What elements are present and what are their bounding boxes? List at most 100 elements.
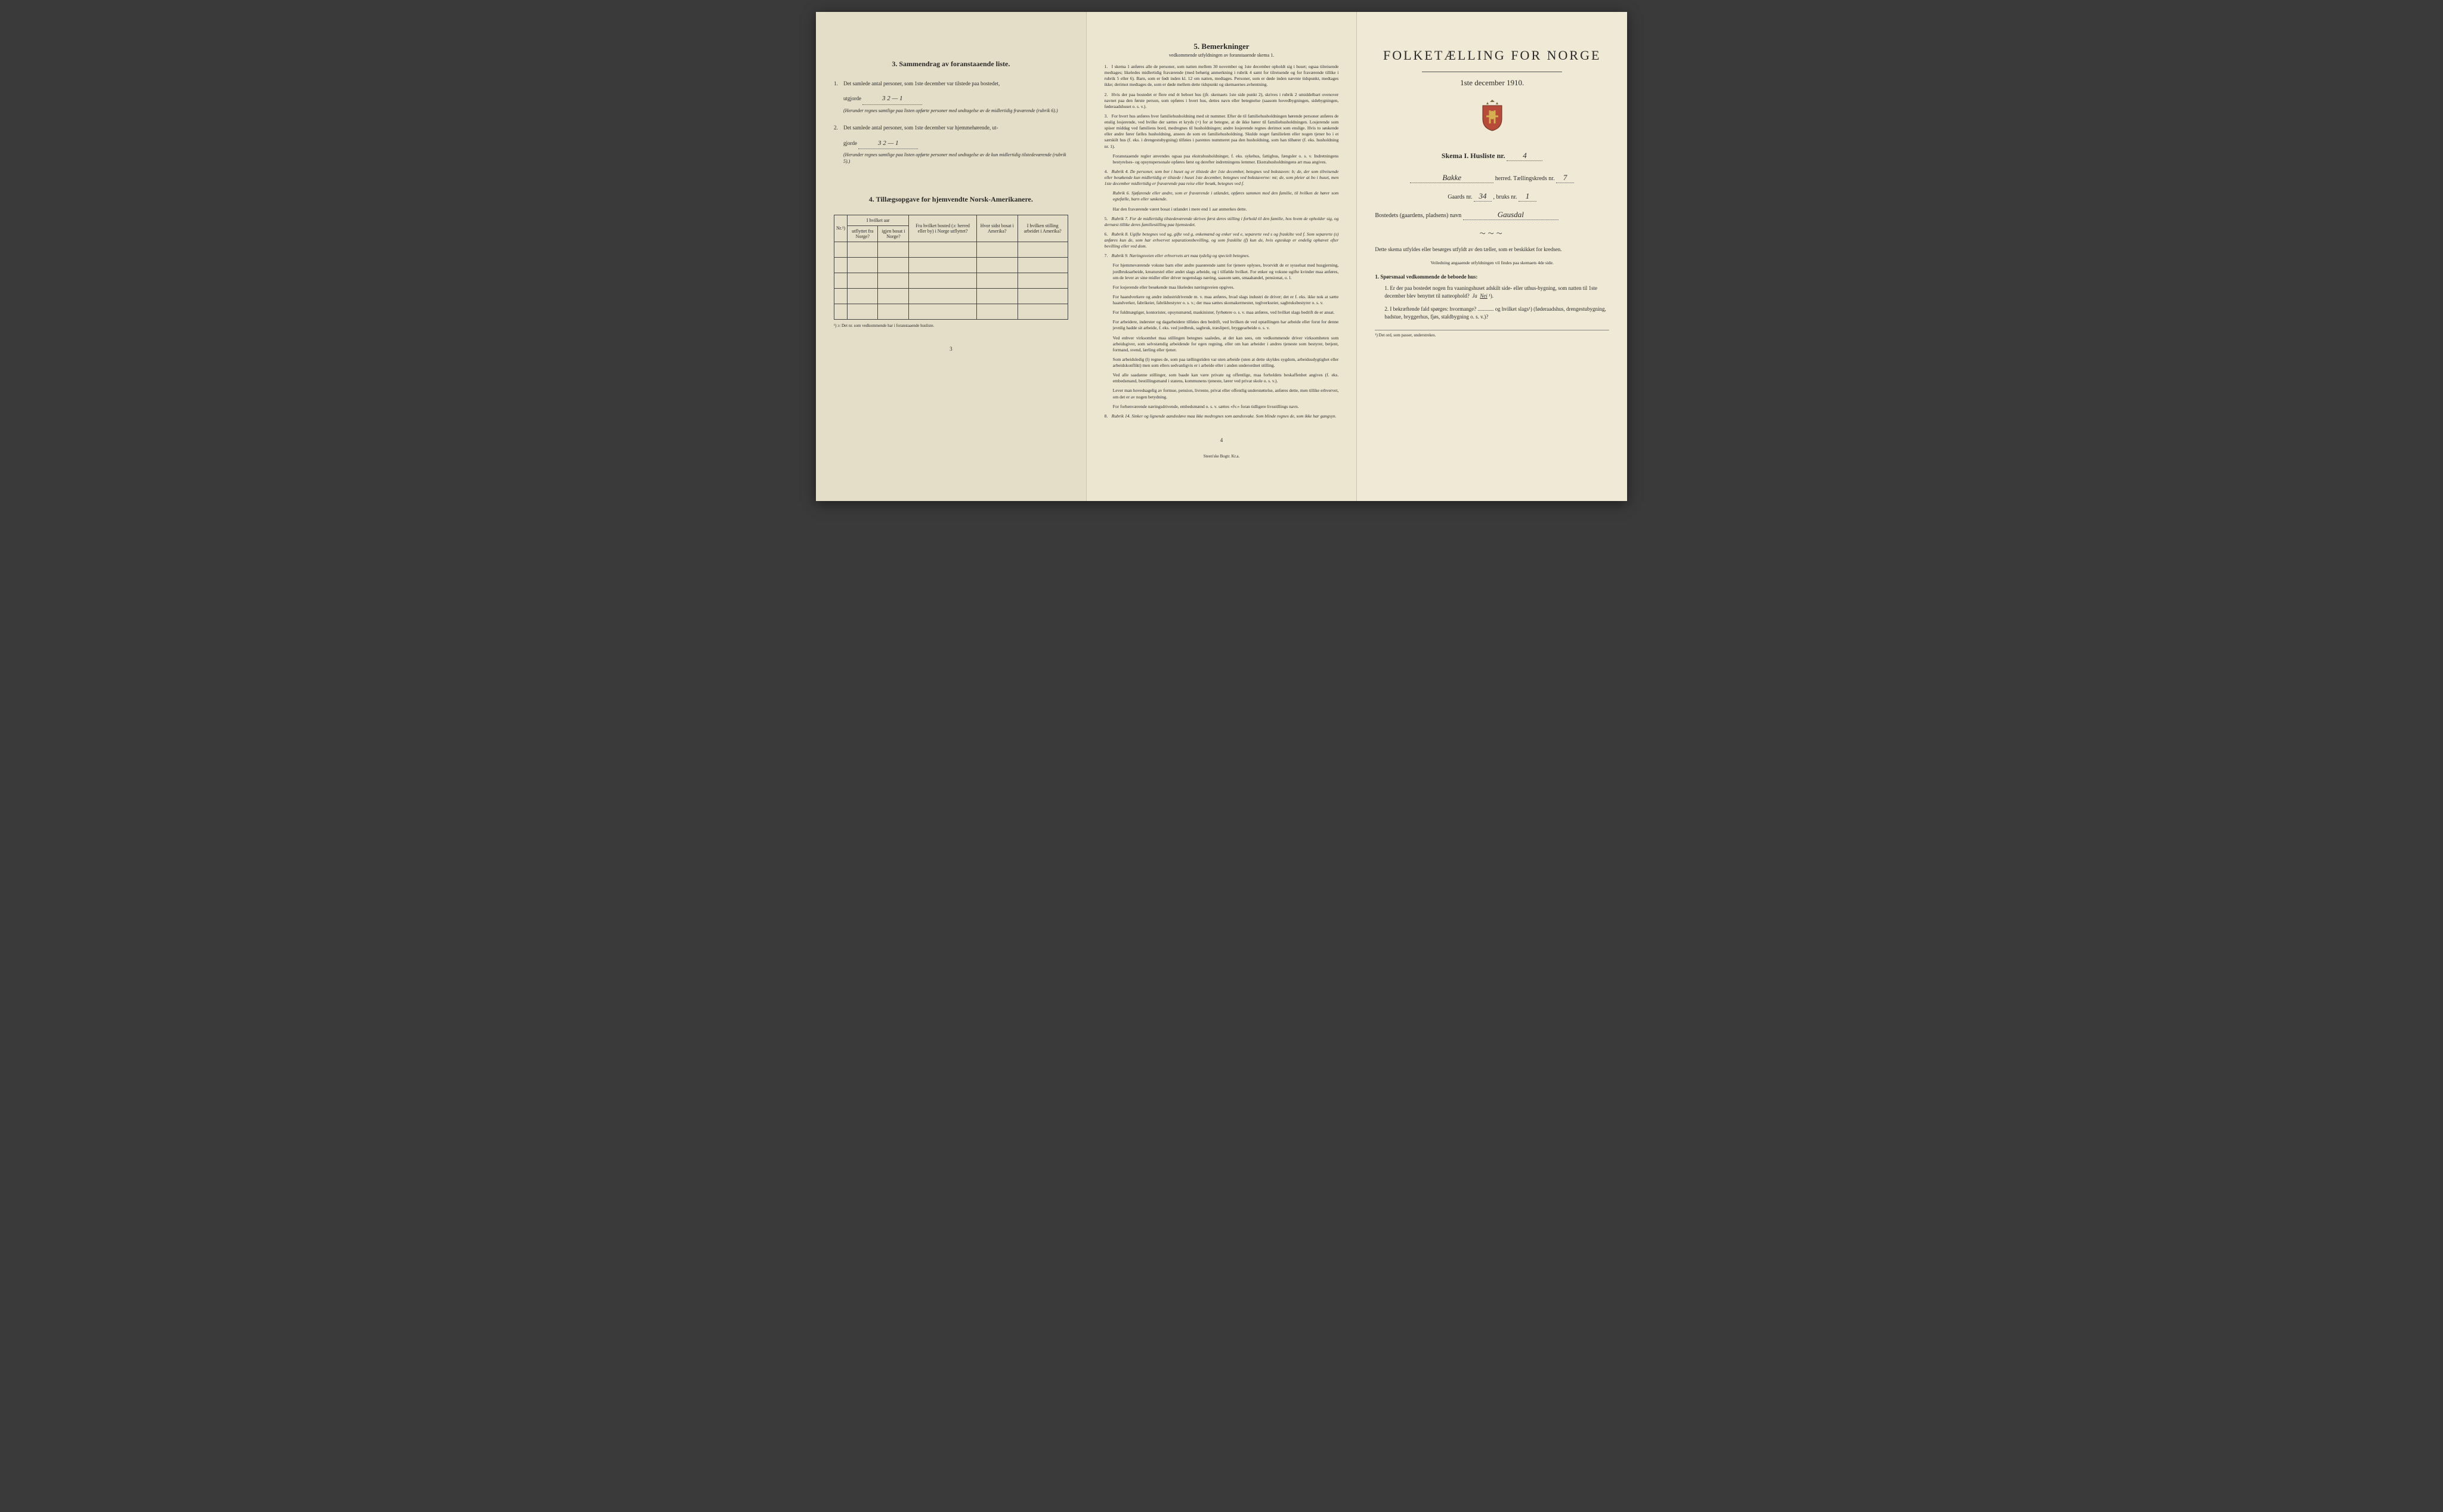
herred-fill: Bakke <box>1410 173 1493 183</box>
veiledning-note: Veiledning angaaende utfyldningen vil fi… <box>1375 260 1609 265</box>
nei: Nei <box>1480 293 1488 299</box>
question-block: 1. Spørsmaal vedkommende de beboede hus:… <box>1375 274 1609 321</box>
cell <box>1018 304 1068 319</box>
cell <box>834 304 848 319</box>
skema-label: Skema I. Husliste nr. <box>1442 151 1505 160</box>
q1-num: 1. <box>834 79 842 88</box>
note-9e: For arbeidere, inderster og dagarbeidere… <box>1113 319 1339 331</box>
note-9g: Som arbeidsledig (l) regnes de, som paa … <box>1113 357 1339 369</box>
q2-num: 2. <box>834 123 842 132</box>
note-3: 3.For hvert hus anføres hver familiehush… <box>1105 113 1339 150</box>
q1-paren: (Herunder regnes samtlige paa listen opf… <box>843 107 1068 114</box>
cell <box>909 257 976 273</box>
main-title: FOLKETÆLLING FOR NORGE <box>1375 48 1609 63</box>
note-9b: For losjerende eller besøkende maa likel… <box>1113 285 1339 290</box>
cell <box>878 304 909 319</box>
cell <box>878 288 909 304</box>
q1: 1. Er der paa bostedet nogen fra vaaning… <box>1384 285 1609 301</box>
q2-b: gjorde <box>843 140 857 146</box>
gaard-label-b: , bruks nr. <box>1493 194 1517 200</box>
note-4b: Har den fraværende været bosat i utlande… <box>1113 206 1339 212</box>
cell <box>909 288 976 304</box>
cell <box>834 273 848 288</box>
q2-text: Det samlede antal personer, som 1ste dec… <box>843 125 998 131</box>
bosted-fill: Gausdal <box>1463 210 1558 220</box>
skema-line: Skema I. Husliste nr. 4 <box>1375 151 1609 161</box>
q1-fill: 3 2 — 1 <box>862 94 922 105</box>
note-9h: Ved alle saadanne stillinger, som baade … <box>1113 372 1339 384</box>
page-3: 3. Sammendrag av foranstaaende liste. 1.… <box>816 12 1087 501</box>
note-4: 4.Rubrik 4. De personer, som bor i huset… <box>1105 169 1339 187</box>
q1-text: Det samlede antal personer, som 1ste dec… <box>843 81 1000 86</box>
printer-line: Steen'ske Bogtr. Kr.a. <box>1105 454 1339 459</box>
cell <box>834 257 848 273</box>
section-5-sub: vedkommende utfyldningen av foranstaaend… <box>1105 52 1339 58</box>
cell <box>878 273 909 288</box>
note-9j: For forhenværende næringsdrivende, embed… <box>1113 404 1339 410</box>
husliste-nr-fill: 4 <box>1507 151 1542 161</box>
sup1: ¹). <box>1489 293 1493 299</box>
q2-fill: 3 2 — 1 <box>858 138 918 150</box>
cell <box>834 242 848 257</box>
cell <box>1018 288 1068 304</box>
cell <box>834 288 848 304</box>
th-bosted: Fra hvilket bosted (ɔ: herred eller by) … <box>909 215 976 242</box>
table-4: Nr.¹) I hvilket aar Fra hvilket bosted (… <box>834 215 1068 320</box>
note-3-extra: Foranstaaende regler anvendes ogsaa paa … <box>1113 153 1339 165</box>
th-aar: I hvilket aar <box>848 215 909 225</box>
bruks-fill: 1 <box>1519 191 1536 202</box>
page-title-page: FOLKETÆLLING FOR NORGE 1ste december 191… <box>1357 12 1627 501</box>
table-4-footnote: ¹) ɔ: Det nr. som vedkommende har i fora… <box>834 323 1068 328</box>
kreds-fill: 7 <box>1556 173 1574 183</box>
note-9c: For haandverkere og andre industridriven… <box>1113 294 1339 306</box>
cell <box>909 273 976 288</box>
note-9f: Ved enhver virksomhet maa stillingen bet… <box>1113 335 1339 353</box>
q1-b: utgjorde <box>843 95 861 101</box>
document-trifold: 3. Sammendrag av foranstaaende liste. 1.… <box>816 12 1627 501</box>
q-heading: 1. Spørsmaal vedkommende de beboede hus: <box>1375 274 1609 280</box>
q2-paren: (Herunder regnes samtlige paa listen opf… <box>843 151 1068 165</box>
q2-line: 2. Det samlede antal personer, som 1ste … <box>834 123 1068 132</box>
gaard-label-a: Gaards nr. <box>1448 194 1472 200</box>
th-utfl: utflyttet fra Norge? <box>848 225 878 242</box>
cell <box>976 288 1018 304</box>
gaard-fill: 34 <box>1474 191 1492 202</box>
section-5-heading: 5. Bemerkninger <box>1105 42 1339 51</box>
cell <box>976 304 1018 319</box>
ornament-divider: ～～～ <box>1375 228 1609 237</box>
date-line: 1ste december 1910. <box>1375 78 1609 88</box>
cell <box>976 242 1018 257</box>
th-igjen: igjen bosat i Norge? <box>878 225 909 242</box>
herred-line: Bakke herred. Tællingskreds nr. 7 <box>1375 173 1609 183</box>
cell <box>909 242 976 257</box>
note-9d: For fuldmægtiger, kontorister, opsynsmæn… <box>1113 310 1339 316</box>
cell <box>909 304 976 319</box>
page-4: 5. Bemerkninger vedkommende utfyldningen… <box>1087 12 1357 501</box>
note-9i: Lever man hovedsagelig av formue, pensio… <box>1113 388 1339 400</box>
cell <box>976 257 1018 273</box>
cell <box>976 273 1018 288</box>
q2-line2: gjorde 3 2 — 1 <box>843 138 1068 150</box>
note-5: 5.Rubrik 7. For de midlertidig tilstedev… <box>1105 216 1339 228</box>
q1-line2: utgjorde 3 2 — 1 <box>843 94 1068 105</box>
instruction-para: Dette skema utfyldes eller besørges utfy… <box>1375 246 1609 254</box>
q1-line: 1. Det samlede antal personer, som 1ste … <box>834 79 1068 88</box>
cell <box>848 257 878 273</box>
bosted-label: Bostedets (gaardens, pladsens) navn <box>1375 212 1461 219</box>
cell <box>878 257 909 273</box>
bosted-line: Bostedets (gaardens, pladsens) navn Gaus… <box>1375 210 1609 220</box>
page-number-3: 3 <box>834 346 1068 352</box>
note-7: 7.Rubrik 9. Næringsveien eller erhvervet… <box>1105 253 1339 259</box>
section-3-heading: 3. Sammendrag av foranstaaende liste. <box>834 60 1068 69</box>
coat-of-arms-icon <box>1375 98 1609 133</box>
th-sidst: Hvor sidst bosat i Amerika? <box>976 215 1018 242</box>
ja: Ja <box>1472 293 1477 299</box>
page-number-4: 4 <box>1105 437 1339 443</box>
note-4a: Rubrik 6. Sjøfarende eller andre, som er… <box>1113 190 1339 202</box>
th-nr: Nr.¹) <box>834 215 848 242</box>
cell <box>848 288 878 304</box>
q2: 2. I bekræftende fald spørges: hvormange… <box>1384 305 1609 321</box>
footnote-right: ¹) Det ord, som passer, understrekes. <box>1375 330 1609 338</box>
herred-label: herred. Tællingskreds nr. <box>1495 175 1555 182</box>
cell <box>848 273 878 288</box>
